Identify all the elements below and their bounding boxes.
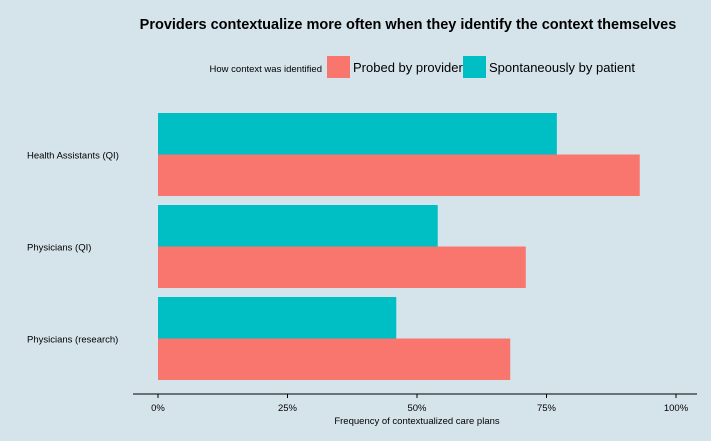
x-tick-label-1: 25% xyxy=(278,403,298,414)
category-labels: Health Assistants (QI) Physicians (QI) Phy… xyxy=(27,151,119,346)
bar-probed-1 xyxy=(158,246,526,288)
x-axis-ticks: 0% 25% 50% 75% 100% xyxy=(151,394,689,414)
chart-title: Providers contextualize more often when … xyxy=(140,17,677,33)
bar-spontaneous-1 xyxy=(158,205,438,247)
bar-probed-0 xyxy=(158,154,640,196)
legend-swatch-spontaneous xyxy=(463,56,486,78)
legend-title: How context was identified xyxy=(210,64,322,75)
x-tick-label-4: 100% xyxy=(664,403,689,414)
category-label-0: Health Assistants (QI) xyxy=(27,151,119,162)
legend-swatch-probed xyxy=(327,56,350,78)
x-tick-label-3: 75% xyxy=(537,403,557,414)
legend-label-spontaneous: Spontaneously by patient xyxy=(489,60,635,75)
bars-layer xyxy=(158,113,640,380)
legend-label-probed: Probed by provider xyxy=(353,60,464,75)
category-label-2: Physicians (research) xyxy=(27,335,118,346)
x-tick-label-0: 0% xyxy=(151,403,165,414)
bar-spontaneous-2 xyxy=(158,297,397,339)
bar-spontaneous-0 xyxy=(158,113,557,155)
x-axis-title: Frequency of contextualized care plans xyxy=(334,416,500,427)
category-label-1: Physicians (QI) xyxy=(27,243,91,254)
bar-probed-2 xyxy=(158,338,511,380)
x-tick-label-2: 50% xyxy=(407,403,427,414)
